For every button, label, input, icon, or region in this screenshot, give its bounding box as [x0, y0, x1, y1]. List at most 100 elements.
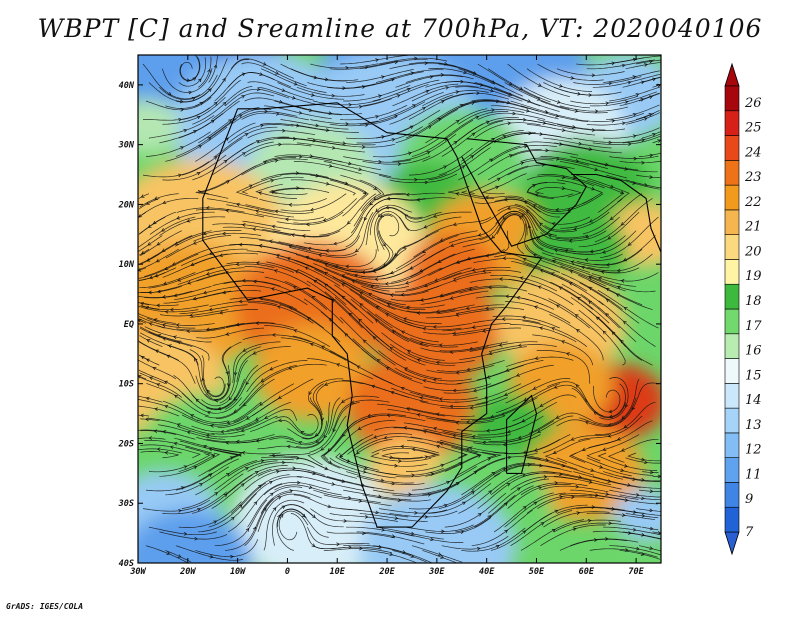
streamline — [586, 434, 640, 462]
streamline — [588, 275, 656, 293]
streamline — [214, 72, 275, 102]
streamline — [392, 83, 459, 107]
streamline-arrow — [490, 88, 494, 93]
streamline-arrow — [568, 282, 573, 286]
streamline-arrow — [620, 222, 625, 226]
streamline-arrow — [272, 507, 277, 511]
streamline-arrow — [632, 112, 637, 117]
streamline-arrow — [402, 245, 407, 249]
streamline — [280, 193, 347, 212]
streamline-arrow — [270, 287, 275, 291]
streamline — [323, 161, 392, 178]
streamline-arrow — [537, 429, 542, 433]
streamline — [244, 266, 311, 287]
streamline-arrow — [608, 409, 613, 414]
streamline — [296, 142, 365, 153]
streamline — [196, 327, 265, 339]
streamline — [561, 283, 620, 329]
streamline-arrow — [477, 233, 482, 237]
streamline — [440, 397, 508, 409]
streamline — [537, 174, 605, 189]
streamline-arrow — [219, 310, 223, 315]
streamline-arrow — [435, 360, 440, 365]
streamline — [296, 397, 341, 448]
streamline-arrow — [278, 142, 282, 147]
streamline — [334, 420, 396, 452]
streamline — [138, 197, 199, 218]
streamline-arrow — [214, 398, 219, 403]
streamline-arrow — [293, 329, 298, 333]
streamline-arrow — [269, 480, 273, 485]
streamline-arrow — [409, 125, 414, 130]
streamline — [347, 433, 413, 455]
streamline-arrow — [169, 307, 174, 312]
streamline-arrow — [161, 228, 166, 232]
streamline-arrow — [605, 492, 610, 496]
streamline — [224, 465, 288, 496]
streamline — [570, 538, 639, 547]
streamline-arrow — [331, 93, 336, 98]
streamline — [520, 519, 585, 551]
streamline-arrow — [241, 72, 246, 77]
streamline — [410, 248, 475, 278]
streamline-arrow — [378, 545, 383, 549]
streamline-arrow — [391, 138, 396, 142]
streamline — [589, 494, 658, 505]
streamline-arrow — [438, 343, 443, 348]
streamline-arrow — [401, 330, 405, 334]
streamline — [307, 358, 374, 380]
streamline — [236, 346, 291, 382]
streamline-arrow — [394, 516, 399, 520]
streamline-arrow — [153, 429, 158, 434]
streamline — [313, 99, 382, 106]
streamline — [504, 434, 571, 455]
streamline — [597, 316, 653, 366]
streamline — [138, 267, 147, 272]
streamline-arrow — [154, 273, 159, 278]
streamline — [405, 267, 472, 291]
streamline-arrow — [649, 470, 654, 475]
streamline-arrow — [230, 554, 234, 559]
lon-tick-label: 70E — [628, 567, 644, 577]
streamline-arrow — [225, 208, 230, 213]
streamline-arrow — [377, 94, 382, 98]
streamline — [239, 237, 308, 250]
streamline-arrow — [195, 398, 200, 403]
streamline — [339, 434, 374, 469]
streamline-arrow — [608, 81, 613, 86]
streamline — [642, 131, 661, 139]
streamline-arrow — [627, 80, 632, 85]
streamline — [276, 211, 344, 226]
streamline-arrow — [600, 270, 605, 274]
streamline — [138, 216, 196, 248]
streamline — [139, 248, 150, 256]
streamline — [453, 269, 522, 280]
streamline-arrow — [328, 111, 333, 116]
streamline — [507, 118, 576, 130]
streamline-arrow — [202, 231, 207, 236]
streamline — [313, 545, 382, 550]
streamline-arrow — [178, 117, 183, 122]
streamline-arrow — [404, 214, 409, 218]
streamline-arrow — [532, 204, 537, 208]
streamline — [454, 383, 522, 403]
streamline-arrow — [237, 453, 242, 457]
streamline-arrow — [437, 259, 442, 263]
streamline-arrow — [584, 420, 589, 425]
streamline-arrow — [260, 459, 265, 463]
streamline-arrow — [373, 435, 378, 439]
streamline — [278, 510, 309, 541]
streamline-arrow — [228, 396, 233, 401]
streamline — [328, 395, 380, 435]
streamline — [592, 475, 661, 489]
streamline-arrow — [422, 327, 427, 331]
streamline-arrow — [350, 400, 355, 404]
streamline-arrow — [382, 242, 386, 247]
streamline-arrow — [300, 431, 305, 435]
streamline-arrow — [355, 450, 360, 455]
streamline — [495, 210, 544, 250]
streamline-arrow — [246, 416, 250, 420]
streamline-arrow — [640, 98, 645, 102]
streamline-arrow — [539, 132, 544, 136]
